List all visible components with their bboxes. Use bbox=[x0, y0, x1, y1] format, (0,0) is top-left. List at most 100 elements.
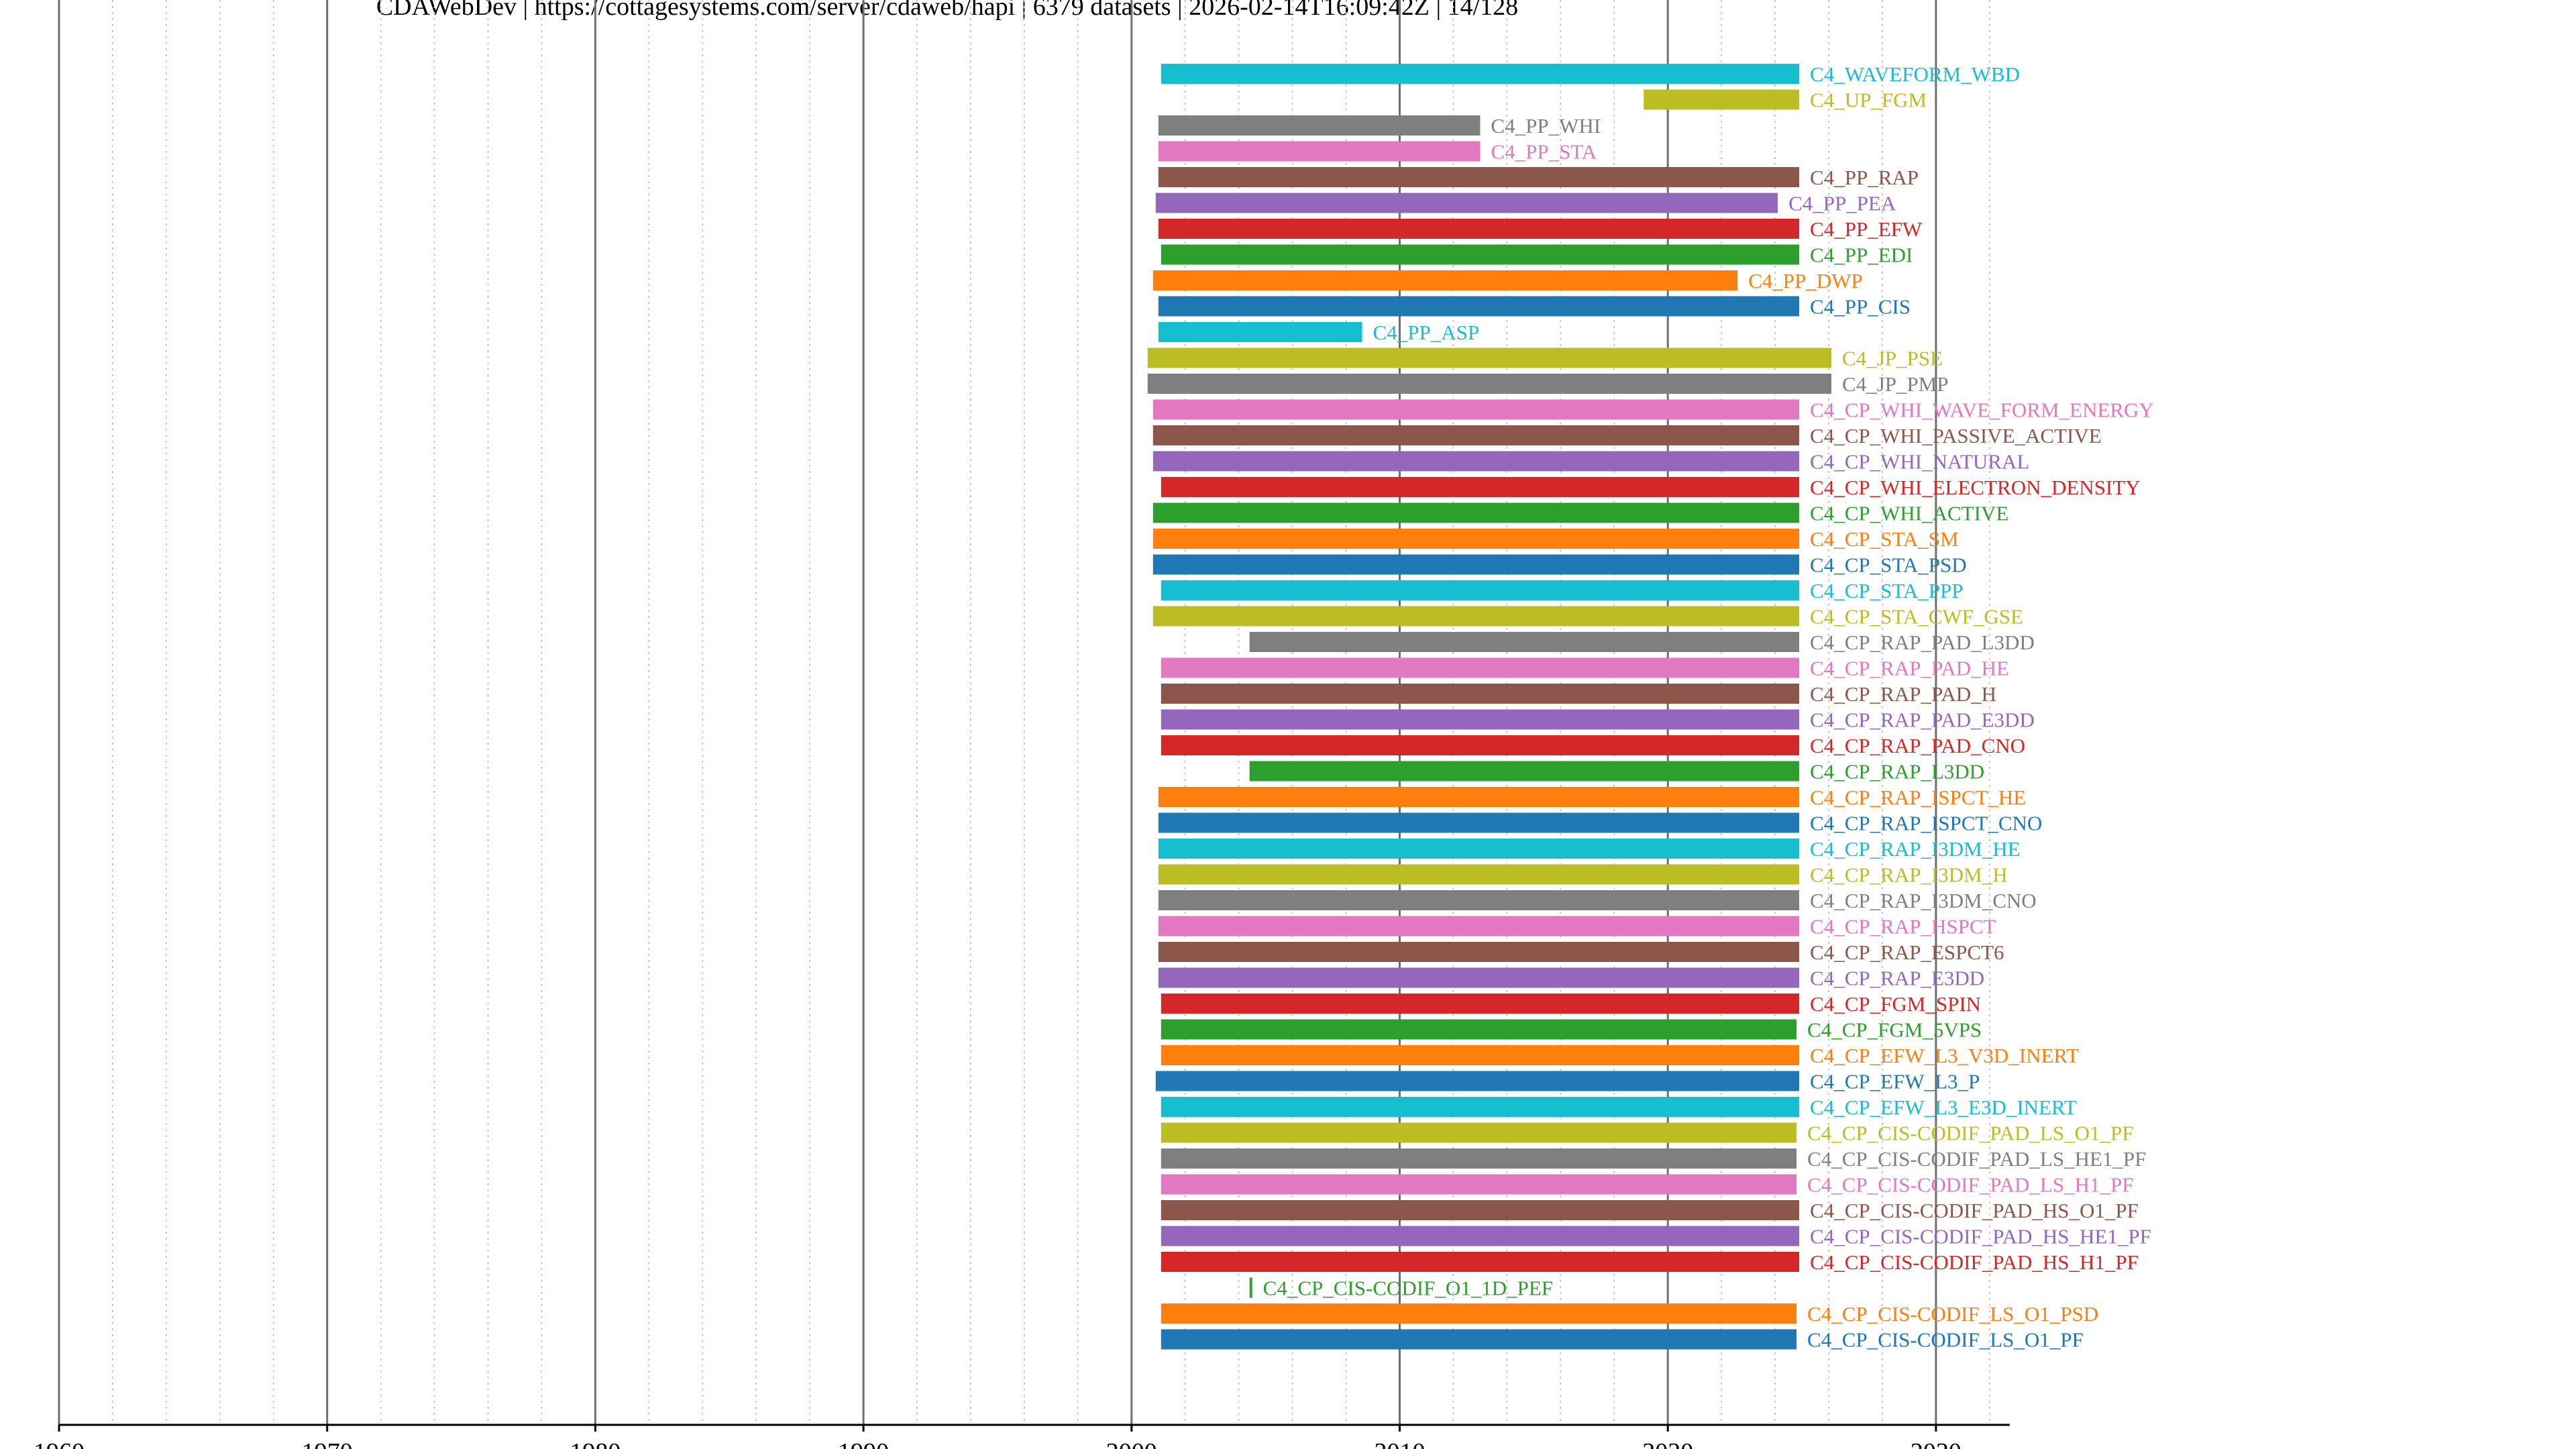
dataset-label: C4_CP_WHI_ACTIVE bbox=[1810, 502, 2008, 525]
dataset-bar bbox=[1158, 967, 1800, 988]
dataset-bar bbox=[1249, 632, 1800, 652]
dataset-bar bbox=[1152, 399, 1800, 420]
dataset-bar bbox=[1161, 1252, 1800, 1272]
dataset-bar bbox=[1161, 1019, 1797, 1040]
dataset-label: C4_PP_DWP bbox=[1748, 269, 1863, 292]
dataset-bar bbox=[1158, 296, 1800, 317]
dataset-bar bbox=[1152, 529, 1800, 549]
dataset-label: C4_PP_RAP bbox=[1810, 166, 1919, 189]
dataset-label: C4_CP_STA_PSD bbox=[1810, 553, 1967, 577]
dataset-bar bbox=[1161, 580, 1800, 600]
dataset-label: C4_PP_EDI bbox=[1810, 244, 1913, 267]
dataset-bar bbox=[1644, 89, 1800, 110]
dataset-label: C4_CP_WHI_WAVE_FORM_ENERGY bbox=[1810, 398, 2154, 422]
dataset-bar bbox=[1147, 374, 1832, 394]
dataset-label: C4_CP_CIS-CODIF_LS_O1_PF bbox=[1807, 1328, 2084, 1352]
dataset-bar bbox=[1152, 270, 1738, 290]
dataset-label: C4_CP_RAP_PAD_H bbox=[1810, 682, 1996, 706]
dataset-label: C4_UP_FGM bbox=[1810, 89, 1927, 112]
x-tick-label: 2010 bbox=[1375, 1438, 1426, 1449]
dataset-label: C4_CP_RAP_I3DM_HE bbox=[1810, 837, 2021, 861]
dataset-label: C4_CP_CIS-CODIF_PAD_HS_H1_PF bbox=[1810, 1250, 2139, 1274]
dataset-label: C4_PP_PEA bbox=[1788, 192, 1896, 215]
dataset-label: C4_CP_RAP_ISPCT_CNO bbox=[1810, 812, 2042, 835]
dataset-bar bbox=[1161, 1329, 1797, 1350]
dataset-bar bbox=[1161, 1303, 1797, 1324]
dataset-bar bbox=[1249, 1277, 1252, 1298]
dataset-bar bbox=[1158, 219, 1800, 239]
dataset-bar bbox=[1161, 657, 1800, 678]
x-axis: 1960 1970 1980 1990 2000 2010 2020 2030 bbox=[34, 1424, 2010, 1449]
dataset-bar bbox=[1147, 347, 1832, 368]
dataset-bar bbox=[1158, 141, 1481, 162]
dataset-bar bbox=[1161, 1174, 1797, 1195]
dataset-bar bbox=[1161, 1097, 1800, 1117]
dataset-label: C4_CP_CIS-CODIF_PAD_LS_H1_PF bbox=[1807, 1173, 2133, 1197]
dataset-bar bbox=[1158, 787, 1800, 807]
chart-title: CDAWebDev | https://cottagesystems.com/s… bbox=[376, 0, 1518, 21]
dataset-label: C4_CP_RAP_L3DD bbox=[1810, 760, 1984, 784]
dataset-label: C4_CP_CIS-CODIF_PAD_HS_O1_PF bbox=[1810, 1199, 2139, 1222]
dataset-label: C4_CP_CIS-CODIF_PAD_HS_HE1_PF bbox=[1810, 1225, 2151, 1248]
dataset-label: C4_JP_PMP bbox=[1842, 372, 1949, 396]
dataset-label: C4_WAVEFORM_WBD bbox=[1810, 62, 2020, 86]
dataset-label: C4_CP_STA_CWF_GSE bbox=[1810, 605, 2023, 629]
dataset-label: C4_PP_CIS bbox=[1810, 295, 1911, 319]
x-tick-label: 1980 bbox=[570, 1438, 621, 1449]
dataset-label: C4_CP_RAP_PAD_E3DD bbox=[1810, 708, 2035, 732]
dataset-label: C4_CP_FGM_SPIN bbox=[1810, 992, 1981, 1016]
dataset-label: C4_CP_RAP_E3DD bbox=[1810, 967, 1984, 990]
x-tick-label: 1960 bbox=[34, 1438, 85, 1449]
dataset-bar bbox=[1161, 477, 1800, 497]
x-tick-label: 1990 bbox=[838, 1438, 889, 1449]
dataset-label: C4_PP_WHI bbox=[1491, 114, 1601, 138]
dataset-label: C4_CP_EFW_L3_E3D_INERT bbox=[1810, 1095, 2077, 1119]
dataset-label: C4_CP_RAP_I3DM_H bbox=[1810, 863, 2008, 887]
x-tick-label: 2030 bbox=[1911, 1438, 1962, 1449]
dataset-label: C4_CP_RAP_ESPCT6 bbox=[1810, 941, 2004, 964]
dataset-label: C4_CP_RAP_ISPCT_HE bbox=[1810, 786, 2026, 809]
dataset-label: C4_CP_EFW_L3_P bbox=[1810, 1070, 1980, 1093]
dataset-bar bbox=[1155, 193, 1778, 213]
dataset-label: C4_CP_STA_PPP bbox=[1810, 579, 1963, 602]
dataset-label: C4_CP_WHI_PASSIVE_ACTIVE bbox=[1810, 424, 2102, 447]
dataset-bar bbox=[1152, 502, 1800, 523]
dataset-bar bbox=[1158, 839, 1800, 859]
dataset-bar bbox=[1152, 451, 1800, 472]
dataset-label: C4_CP_CIS-CODIF_PAD_LS_O1_PF bbox=[1807, 1122, 2133, 1145]
dataset-label: C4_CP_RAP_I3DM_CNO bbox=[1810, 889, 2037, 912]
dataset-label: C4_CP_RAP_PAD_CNO bbox=[1810, 734, 2025, 757]
dataset-label: C4_PP_STA bbox=[1491, 140, 1597, 164]
x-tick-label: 2000 bbox=[1106, 1438, 1157, 1449]
dataset-bar bbox=[1161, 1045, 1800, 1065]
dataset-labels: C4_WAVEFORM_WBD C4_UP_FGM C4_PP_WHIC4_PP_S… bbox=[1263, 62, 2154, 1352]
dataset-label: C4_CP_FGM_5VPS bbox=[1807, 1018, 1982, 1042]
dataset-label: C4_CP_CIS-CODIF_PAD_LS_HE1_PF bbox=[1807, 1147, 2146, 1171]
dataset-bar bbox=[1161, 1122, 1797, 1143]
dataset-bar bbox=[1158, 115, 1481, 136]
dataset-bar bbox=[1161, 1200, 1800, 1220]
dataset-label: C4_CP_RAP_PAD_L3DD bbox=[1810, 631, 2035, 654]
dataset-label: C4_CP_RAP_PAD_HE bbox=[1810, 657, 2009, 680]
x-tick-label: 2020 bbox=[1642, 1438, 1693, 1449]
dataset-label: C4_PP_EFW bbox=[1810, 217, 1923, 241]
dataset-label: C4_CP_RAP_HSPCT bbox=[1810, 915, 1996, 938]
dataset-bar bbox=[1158, 812, 1800, 833]
dataset-bar bbox=[1152, 554, 1800, 575]
dataset-bar bbox=[1158, 322, 1362, 342]
dataset-label: C4_CP_STA_SM bbox=[1810, 527, 1958, 551]
dataset-bar bbox=[1158, 167, 1800, 187]
dataset-bar bbox=[1152, 606, 1800, 627]
dataset-bar bbox=[1158, 890, 1800, 910]
dataset-bar bbox=[1161, 1148, 1797, 1169]
dataset-bars bbox=[1147, 64, 1832, 1350]
dataset-bar bbox=[1161, 244, 1800, 265]
dataset-label: C4_CP_CIS-CODIF_LS_O1_PSD bbox=[1807, 1302, 2098, 1326]
dataset-label: C4_PP_ASP bbox=[1373, 321, 1480, 344]
dataset-bar bbox=[1158, 942, 1800, 962]
dataset-label: C4_CP_WHI_ELECTRON_DENSITY bbox=[1810, 476, 2141, 499]
dataset-bar bbox=[1158, 864, 1800, 885]
dataset-label: C4_CP_CIS-CODIF_O1_1D_PEF bbox=[1263, 1277, 1553, 1300]
dataset-bar bbox=[1161, 1226, 1800, 1246]
